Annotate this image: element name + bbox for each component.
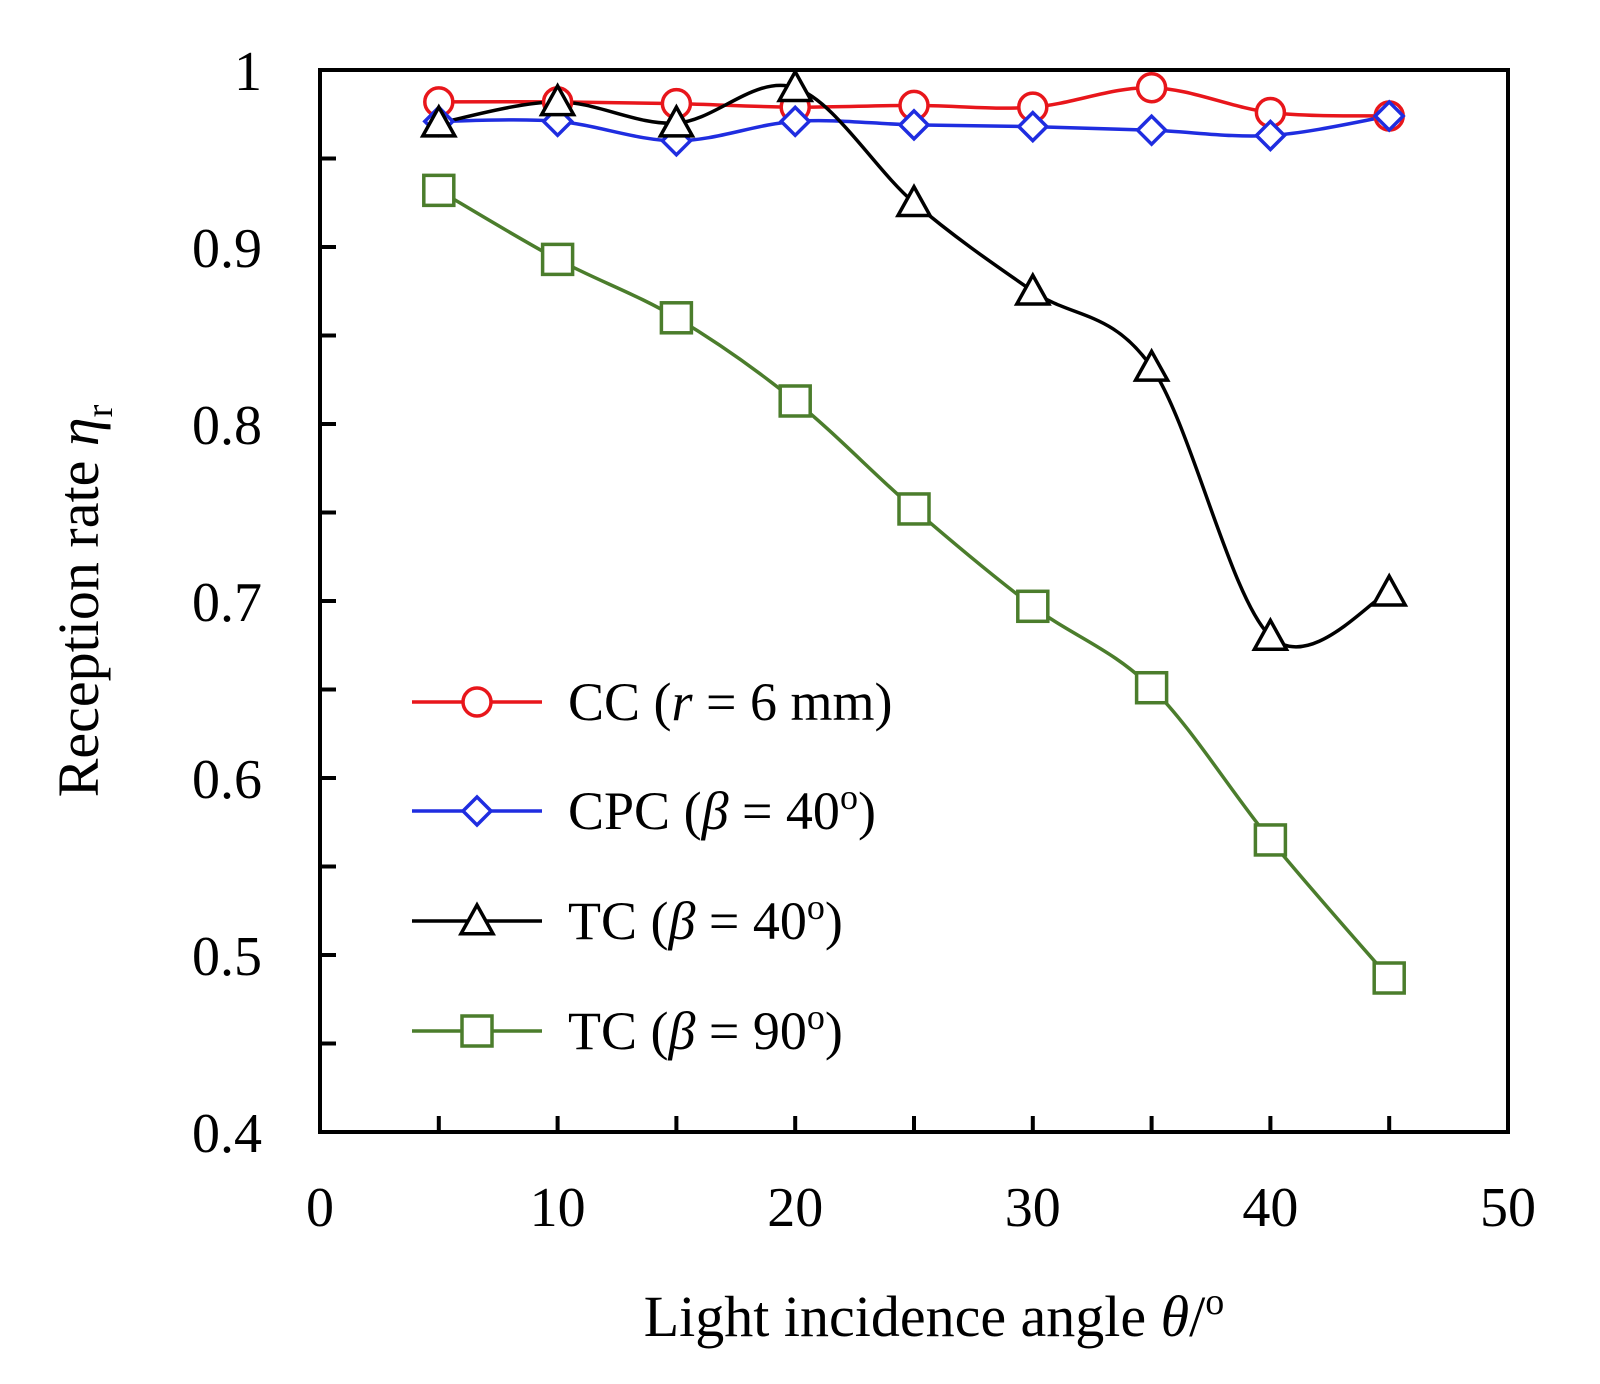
data-point-diamond bbox=[778, 104, 812, 138]
data-point-triangle bbox=[1013, 271, 1052, 306]
x-tick-label: 40 bbox=[1242, 1177, 1298, 1239]
data-point-diamond bbox=[1253, 119, 1287, 152]
legend-marker-square bbox=[460, 1014, 494, 1048]
data-point-triangle bbox=[419, 103, 458, 138]
legend-label: TC (β = 90o) bbox=[568, 997, 843, 1061]
data-point-triangle bbox=[1251, 616, 1290, 651]
data-point-square bbox=[659, 301, 694, 335]
data-point-triangle bbox=[1370, 572, 1409, 607]
data-point-square bbox=[1134, 670, 1169, 705]
legend: CC (r = 6 mm) CPC (β = 40o) TC (β = 40o) TC… bbox=[412, 672, 893, 1061]
data-point-diamond bbox=[1135, 113, 1169, 147]
data-point-diamond bbox=[1016, 110, 1050, 144]
series-line-square bbox=[437, 188, 1391, 980]
data-point-triangle bbox=[776, 68, 815, 103]
y-tick-label: 0.9 bbox=[192, 218, 262, 280]
y-tick-label: 0.8 bbox=[192, 395, 262, 457]
x-tick-label: 10 bbox=[530, 1177, 586, 1239]
legend-label: TC (β = 40o) bbox=[568, 887, 843, 951]
data-point-triangle bbox=[1132, 347, 1171, 382]
plot-area-frame bbox=[318, 68, 1510, 1134]
data-point-square bbox=[422, 173, 456, 208]
data-point-diamond bbox=[1372, 99, 1406, 133]
legend-label: CPC (β = 40o) bbox=[568, 777, 876, 841]
legend-marker-circle bbox=[461, 686, 493, 718]
x-axis-title: Light incidence angle θ/o bbox=[644, 1281, 1225, 1349]
legend-label: CC (r = 6 mm) bbox=[568, 672, 893, 732]
series-markers bbox=[419, 68, 1409, 995]
x-tick-label: 20 bbox=[767, 1177, 823, 1239]
data-point-square bbox=[778, 384, 812, 418]
data-point-square bbox=[1016, 589, 1050, 624]
y-tick-label: 0.7 bbox=[192, 572, 262, 634]
data-point-triangle bbox=[538, 82, 577, 117]
data-point-square bbox=[1253, 823, 1288, 857]
data-point-square bbox=[540, 242, 575, 277]
data-point-square bbox=[1372, 961, 1406, 995]
legend-marker-triangle bbox=[458, 901, 496, 936]
y-axis: 0.4 0.5 0.6 0.7 0.8 0.9 1 bbox=[192, 41, 336, 1165]
data-point-circle bbox=[1135, 71, 1168, 104]
data-point-triangle bbox=[657, 103, 696, 138]
series-lines bbox=[437, 83, 1391, 980]
x-axis: 0 10 20 30 40 50 bbox=[306, 1116, 1536, 1239]
series-line-triangle bbox=[438, 83, 1390, 649]
data-point-square bbox=[897, 492, 931, 526]
y-tick-label: 1 bbox=[234, 41, 262, 103]
y-tick-label: 0.4 bbox=[192, 1103, 262, 1165]
data-point-diamond bbox=[897, 108, 931, 142]
y-tick-label: 0.5 bbox=[192, 926, 262, 988]
x-tick-label: 30 bbox=[1005, 1177, 1061, 1239]
x-tick-label: 50 bbox=[1480, 1177, 1536, 1239]
y-axis-title: Reception rate ηr bbox=[46, 404, 121, 797]
x-tick-label: 0 bbox=[306, 1177, 334, 1239]
y-tick-label: 0.6 bbox=[192, 749, 262, 811]
legend-marker-diamond bbox=[460, 794, 494, 828]
data-point-triangle bbox=[895, 183, 933, 218]
